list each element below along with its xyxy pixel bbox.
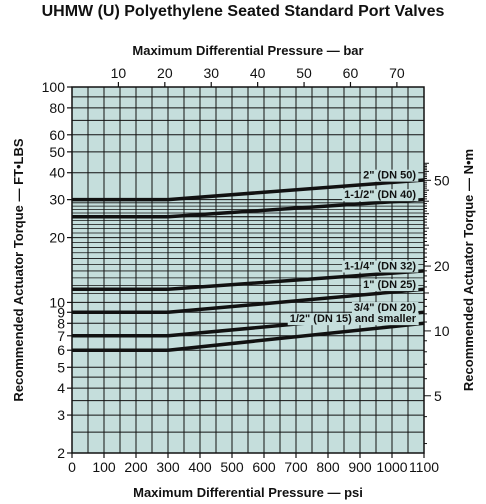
x-bottom-tick-label: 1000 [376, 459, 407, 475]
series-label-bg [342, 260, 419, 273]
series-label-bg [361, 279, 419, 292]
y-left-tick-label: 2 [57, 445, 65, 461]
x-bottom-tick-label: 700 [284, 459, 308, 475]
tick-group: 0 100 200 300 400 500 600 700 800 900 1000 1100 10 20… [42, 65, 450, 475]
series-label-3: 1" (DN 25) [363, 279, 416, 291]
series-label-4: 3/4" (DN 20) [354, 302, 416, 314]
series-label-5: 1/2" (DN 15) and smaller [290, 313, 417, 325]
x-top-tick-label: 70 [389, 65, 405, 81]
x-bottom-tick-label: 100 [92, 459, 116, 475]
y-left-axis-title: Recommended Actuator Torque — FT•LBS [11, 138, 26, 401]
y-right-axis-title: Recommended Actuator Torque — N•m [461, 149, 476, 391]
series-label-bg [342, 189, 419, 202]
x-bottom-tick-label: 500 [220, 459, 244, 475]
series-label-bg [361, 169, 419, 182]
series-label-bg [351, 302, 419, 315]
x-top-tick-label: 40 [250, 65, 266, 81]
series-label-1: 1-1/2" (DN 40) [344, 189, 416, 201]
x-top-tick-label: 60 [343, 65, 359, 81]
y-right-tick-label: 50 [434, 172, 450, 188]
y-left-tick-label: 80 [49, 100, 65, 116]
x-bottom-tick-label: 600 [252, 459, 276, 475]
x-top-axis-title: Maximum Differential Pressure — bar [132, 43, 363, 58]
x-bottom-axis-title: Maximum Differential Pressure — psi [133, 485, 363, 500]
y-left-tick-label: 6 [57, 342, 65, 358]
x-bottom-tick-label: 400 [188, 459, 212, 475]
x-bottom-tick-label: 200 [124, 459, 148, 475]
y-left-tick-label: 20 [49, 230, 65, 246]
grid [72, 87, 424, 453]
plot-frame [71, 86, 425, 454]
y-left-tick-label: 100 [42, 79, 66, 95]
y-left-tick-label: 50 [49, 144, 65, 160]
series-line-5 [72, 321, 425, 352]
chart-title: UHMW (U) Polyethylene Seated Standard Po… [41, 3, 445, 20]
y-left-tick-label: 30 [49, 192, 65, 208]
series-line-3 [72, 287, 425, 315]
y-right-tick-label: 20 [434, 258, 450, 274]
x-bottom-tick-label: 800 [316, 459, 340, 475]
y-left-tick-label: 7 [57, 328, 65, 344]
y-right-tick-label: 5 [434, 388, 442, 404]
x-top-tick-label: 30 [203, 65, 219, 81]
x-top-tick-label: 10 [111, 65, 127, 81]
y-left-tick-label: 9 [57, 304, 65, 320]
y-right-tick-label: 10 [434, 323, 450, 339]
y-left-tick-label: 8 [57, 315, 65, 331]
series-line-1 [72, 197, 425, 219]
x-bottom-tick-label: 300 [156, 459, 180, 475]
y-left-tick-label: 5 [57, 359, 65, 375]
y-left-tick-label: 60 [49, 127, 65, 143]
x-bottom-tick-label: 1100 [409, 459, 439, 475]
series-label-2: 1-1/4" (DN 32) [344, 261, 416, 273]
y-left-tick-label: 10 [49, 294, 65, 310]
axis-title-group: Maximum Differential Pressure — bar Maxim… [11, 43, 476, 500]
series-label-bg [287, 313, 419, 326]
x-top-tick-label: 50 [296, 65, 312, 81]
x-bottom-tick-label: 0 [68, 459, 76, 475]
series-line-0 [72, 178, 425, 202]
x-top-tick-label: 20 [157, 65, 173, 81]
series-line-2 [72, 269, 425, 292]
series-label-group: 2" (DN 50) 1-1/2" (DN 40) 1-1/4" (DN 32) 1"… [287, 169, 419, 326]
y-left-tick-label: 4 [57, 380, 65, 396]
series-group [72, 178, 425, 352]
y-left-tick-label: 40 [49, 165, 65, 181]
y-left-tick-label: 3 [57, 407, 65, 423]
x-bottom-tick-label: 900 [348, 459, 372, 475]
series-label-0: 2" (DN 50) [363, 170, 416, 182]
